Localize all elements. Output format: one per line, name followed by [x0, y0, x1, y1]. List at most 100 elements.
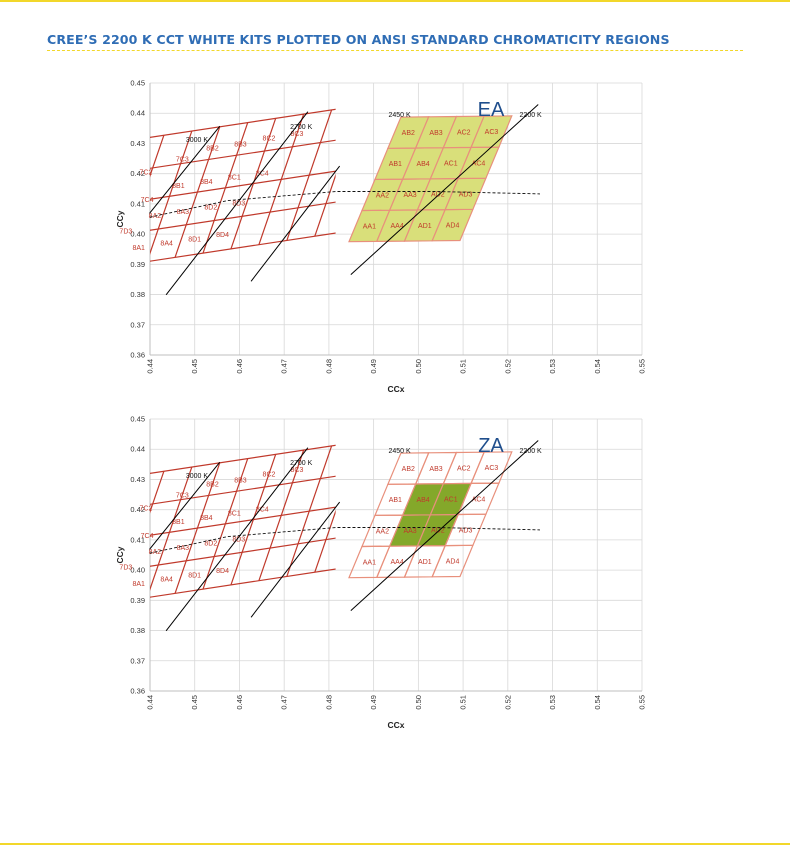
ansi-bin-label: 7C4: [141, 533, 154, 540]
ansi-bin-label: 8B1: [172, 183, 185, 190]
kit-grid: [348, 115, 513, 243]
ansi-row-line: [150, 506, 336, 536]
x-axis-title: CCx: [387, 720, 404, 730]
title-rule: [47, 50, 743, 51]
ansi-bin-label: 8A4: [160, 577, 173, 584]
ansi-bin-label: 8D2: [204, 541, 217, 548]
kit-bin-label: AA1: [363, 223, 376, 230]
x-tick-label: 0.49: [369, 359, 378, 374]
ansi-col-line: [63, 480, 108, 611]
ansi-bin-label: 8A1: [132, 245, 145, 252]
ansi-col-line: [150, 135, 165, 178]
y-tick-label: 0.39: [130, 260, 145, 269]
ansi-grid: [63, 444, 336, 611]
ansi-col-line: [63, 144, 108, 275]
x-axis-title: CCx: [387, 384, 404, 394]
top-rule: [0, 0, 790, 2]
ansi-row-line: [150, 170, 336, 200]
cct-line: [149, 461, 221, 550]
ansi-bin-label: 8A3: [177, 209, 190, 216]
y-tick-label: 0.40: [130, 566, 145, 575]
ansi-row-line: [150, 201, 336, 231]
ansi-bin-label: 8D1: [188, 236, 201, 243]
ansi-bin-label: 8C2: [263, 471, 276, 478]
kit-label: ZA: [478, 435, 504, 457]
cct-line: [350, 440, 539, 611]
y-axis-title: CCy: [115, 210, 125, 227]
ansi-bin-label: 8D4: [216, 232, 229, 239]
ansi-row-line: [150, 232, 336, 262]
ansi-row-line: [150, 568, 336, 598]
kit-grid: [348, 451, 513, 579]
planckian-locus: [150, 527, 541, 554]
x-tick-label: 0.45: [190, 359, 199, 374]
cct-line: [149, 125, 221, 214]
page-title: CREE’S 2200 K CCT WHITE KITS PLOTTED ON …: [47, 32, 670, 47]
x-tick-label: 0.54: [593, 695, 602, 710]
y-tick-label: 0.44: [130, 445, 145, 454]
ansi-bin-label: 7C4: [141, 197, 154, 204]
kit-bin-label: AC1: [444, 497, 458, 504]
x-tick-label: 0.53: [548, 359, 557, 374]
x-tick-label: 0.48: [324, 359, 333, 374]
cct-line: [165, 111, 309, 296]
cct-line: [250, 165, 341, 282]
y-tick-label: 0.45: [130, 415, 145, 424]
cct-line-label: 2200 K: [520, 448, 543, 455]
kit-bin-label: AB1: [389, 161, 402, 168]
kit-bin-label: AC2: [457, 465, 471, 472]
ansi-bin-label: 8D3: [232, 536, 245, 543]
y-tick-label: 0.42: [130, 505, 145, 514]
bottom-rule: [0, 843, 790, 845]
y-tick-label: 0.39: [130, 596, 145, 605]
ansi-bin-label: 7D3: [119, 564, 132, 571]
ansi-col-line: [258, 449, 305, 581]
y-tick-label: 0.41: [130, 535, 145, 544]
ansi-bin-label: 7C2: [140, 170, 153, 177]
chart-za: 0.45 0.44 0.43 0.42 0.41 0.40 0.39 0.38 0.37 0.36…: [63, 415, 647, 731]
cct-line-label: 2450 K: [388, 112, 411, 119]
ansi-col-line: [150, 130, 193, 255]
ansi-grid: [63, 108, 336, 275]
ansi-col-line: [314, 173, 336, 237]
ansi-bin-label: 8C2: [263, 135, 276, 142]
kit-bin-label: AA2: [376, 528, 389, 535]
kit-label: EA: [478, 99, 505, 121]
ansi-bin-label: 8D2: [204, 205, 217, 212]
x-tick-label: 0.46: [235, 695, 244, 710]
y-axis-title: CCy: [115, 546, 125, 563]
kit-bin-label: AA3: [403, 192, 416, 199]
x-tick-label: 0.44: [146, 695, 155, 710]
ansi-col-line: [150, 471, 165, 514]
ansi-bin-label: 8D4: [216, 568, 229, 575]
ansi-row-line: [150, 139, 336, 169]
ansi-bin-label: 8B2: [206, 482, 219, 489]
kit-bin-label: AB1: [389, 497, 402, 504]
x-tick-label: 0.47: [280, 695, 289, 710]
x-tick-label: 0.52: [503, 359, 512, 374]
ansi-col-line: [286, 445, 333, 577]
kit-bin-label: AB4: [416, 497, 429, 504]
ansi-bin-label: 8C3: [291, 467, 304, 474]
x-tick-label: 0.47: [280, 359, 289, 374]
y-tick-label: 0.40: [130, 230, 145, 239]
kit-bin-label: AD4: [446, 223, 460, 230]
ansi-row-line: [150, 475, 336, 505]
ansi-col-line: [230, 118, 277, 250]
x-tick-label: 0.49: [369, 695, 378, 710]
ansi-bin-label: 8B4: [200, 515, 213, 522]
ansi-bin-label: 8A2: [149, 549, 162, 556]
ansi-row-line: [150, 537, 336, 567]
kit-bin-label: AC3: [485, 465, 499, 472]
cct-line-label: 3000 K: [186, 473, 209, 480]
ansi-col-line: [91, 140, 136, 271]
x-tick-label: 0.46: [235, 359, 244, 374]
ansi-bin-label: 8A3: [177, 545, 190, 552]
ansi-col-line: [202, 122, 249, 254]
y-tick-label: 0.38: [130, 626, 145, 635]
kit-bin-label: AB2: [402, 130, 415, 137]
cct-line-label: 2450 K: [388, 448, 411, 455]
x-tick-label: 0.50: [414, 359, 423, 374]
ansi-bin-label: 7C3: [176, 492, 189, 499]
kit-bin-label: AA4: [391, 223, 404, 230]
